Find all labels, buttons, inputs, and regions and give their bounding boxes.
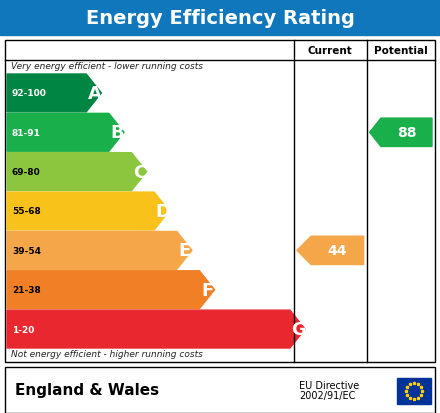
Text: 44: 44 <box>328 244 347 258</box>
Text: Very energy efficient - lower running costs: Very energy efficient - lower running co… <box>11 62 203 71</box>
Polygon shape <box>297 237 363 265</box>
Polygon shape <box>7 232 192 270</box>
Polygon shape <box>7 153 147 191</box>
Text: EU Directive: EU Directive <box>299 380 359 390</box>
Bar <box>397 378 431 404</box>
Text: 88: 88 <box>397 126 416 140</box>
Polygon shape <box>7 75 101 113</box>
Text: 2002/91/EC: 2002/91/EC <box>299 390 356 400</box>
Text: Potential: Potential <box>374 46 428 56</box>
Text: B: B <box>110 124 124 142</box>
Text: D: D <box>156 202 171 221</box>
Text: Energy Efficiency Rating: Energy Efficiency Rating <box>85 9 355 27</box>
Text: 81-91: 81-91 <box>12 128 41 138</box>
Text: G: G <box>291 320 306 338</box>
Text: England & Wales: England & Wales <box>15 382 159 398</box>
Polygon shape <box>7 311 305 348</box>
Text: E: E <box>178 242 191 260</box>
Text: 21-38: 21-38 <box>12 285 41 294</box>
Text: 69-80: 69-80 <box>12 168 41 177</box>
Text: C: C <box>133 163 146 181</box>
Polygon shape <box>7 114 124 152</box>
Text: 92-100: 92-100 <box>12 89 47 98</box>
Bar <box>0 0 440 36</box>
Text: 1-20: 1-20 <box>12 325 34 334</box>
Text: Not energy efficient - higher running costs: Not energy efficient - higher running co… <box>11 349 203 358</box>
Text: Current: Current <box>308 46 353 56</box>
Polygon shape <box>7 271 215 309</box>
Polygon shape <box>7 192 169 230</box>
Polygon shape <box>370 119 432 147</box>
Text: A: A <box>88 85 102 103</box>
Bar <box>5 367 435 413</box>
Bar <box>5 41 435 362</box>
Text: 55-68: 55-68 <box>12 207 41 216</box>
Text: F: F <box>201 281 213 299</box>
Text: 39-54: 39-54 <box>12 246 41 255</box>
